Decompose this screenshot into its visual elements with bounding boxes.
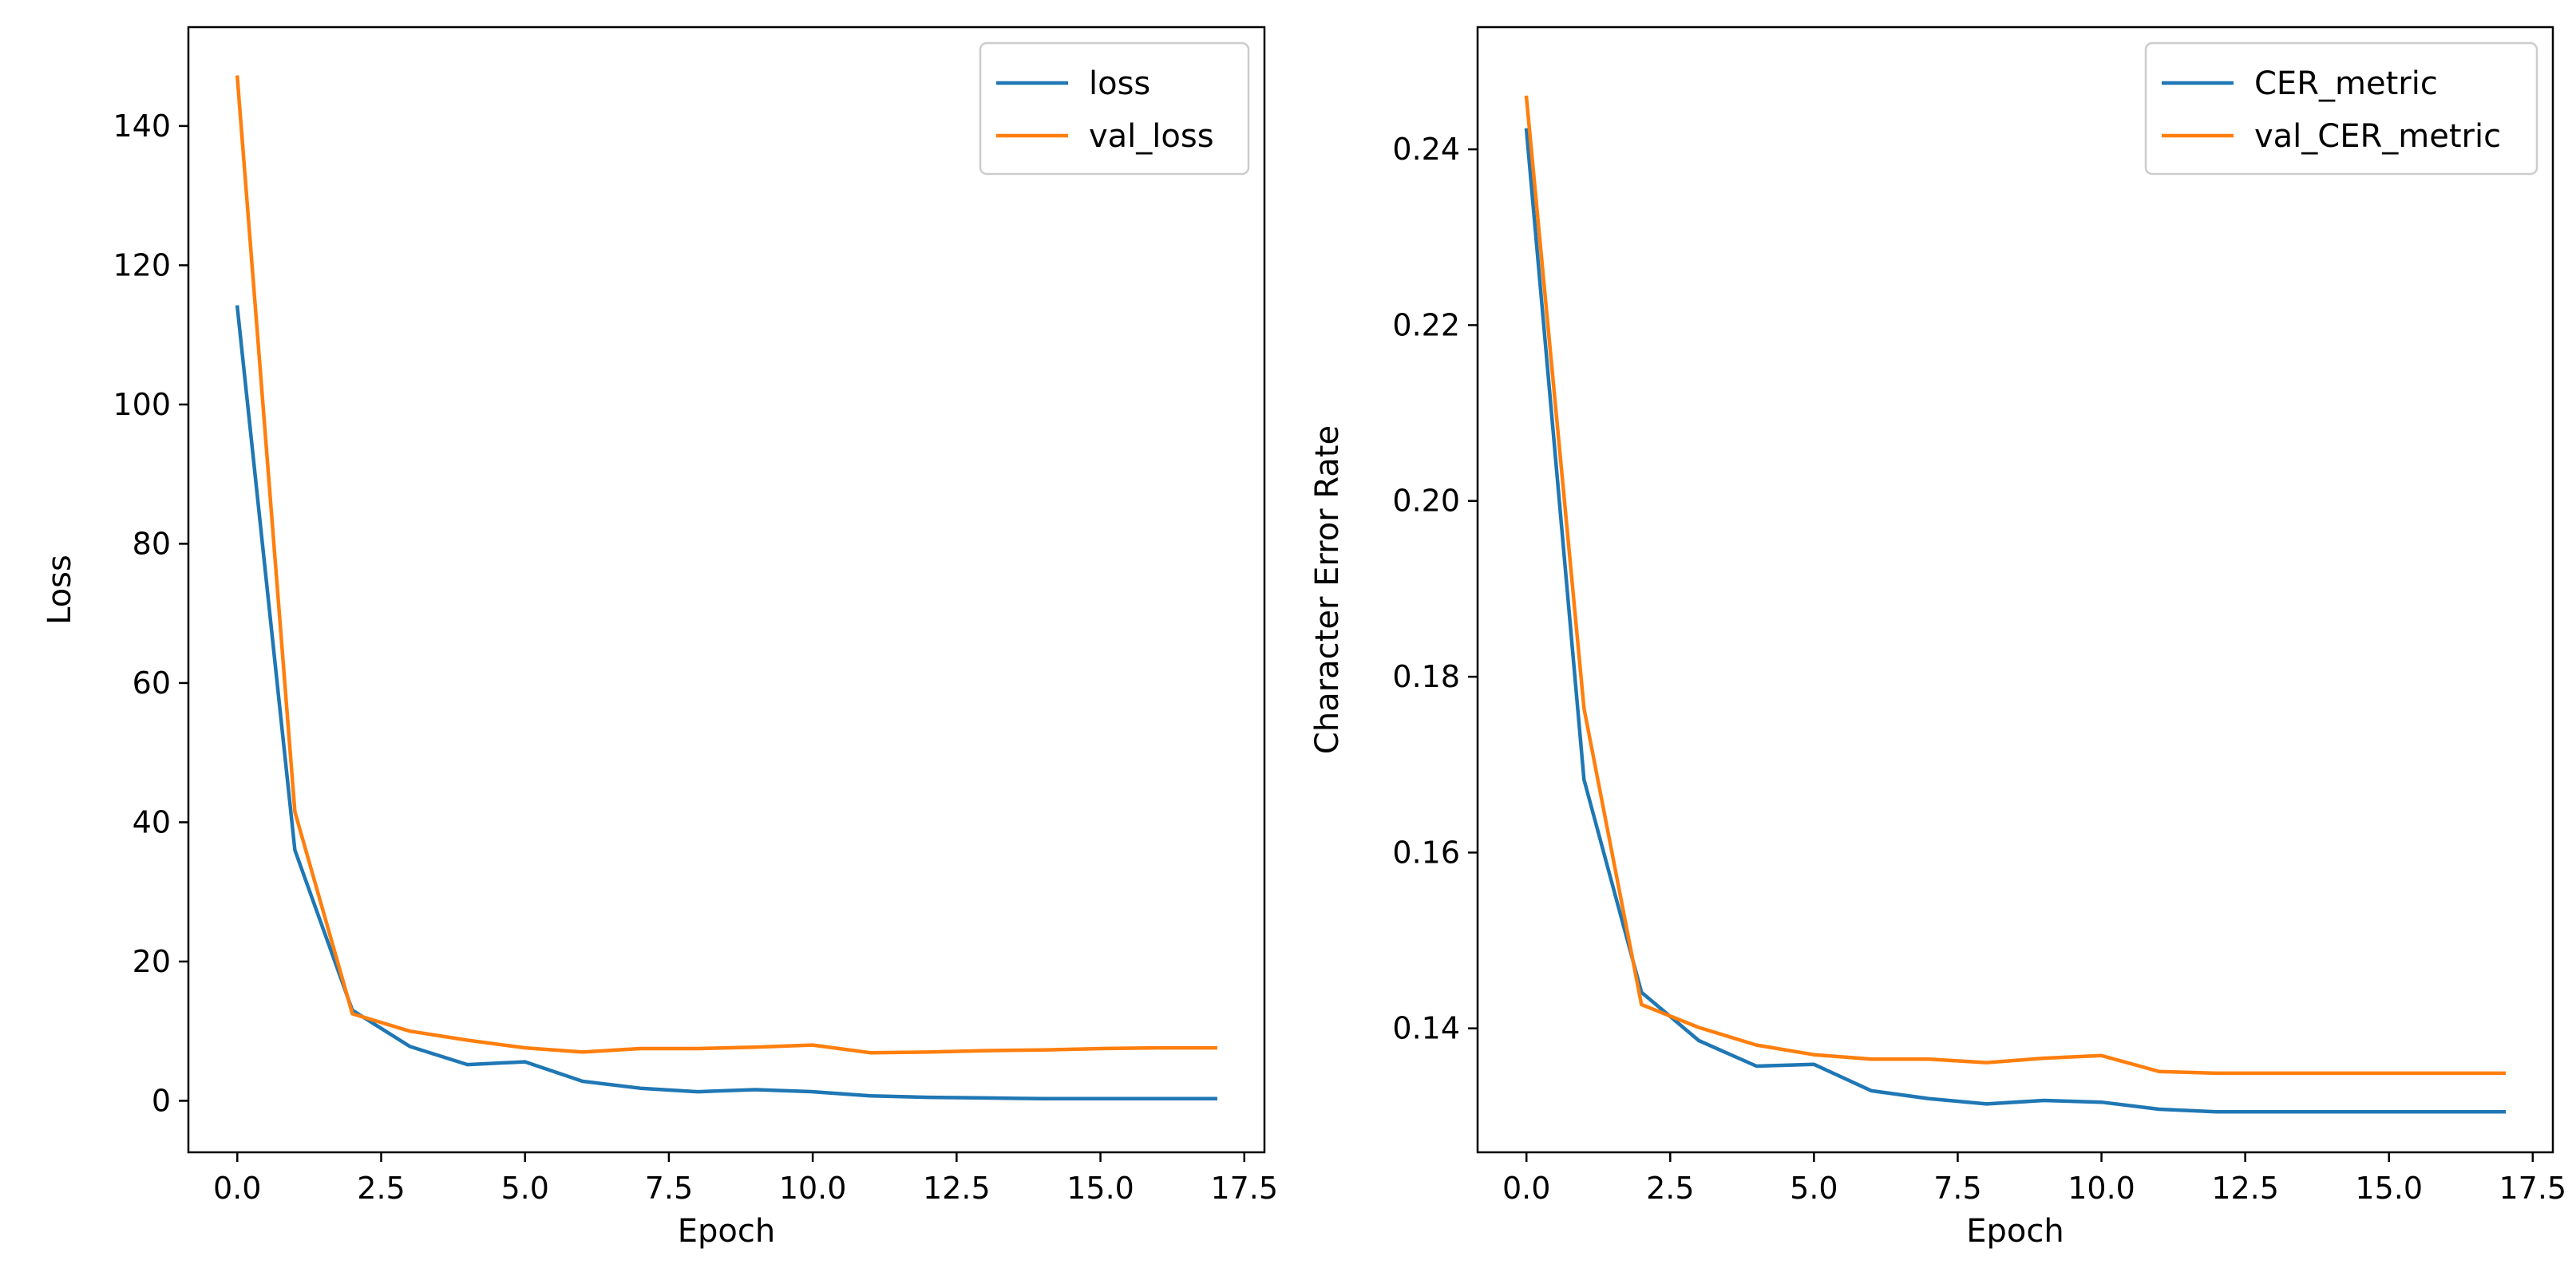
y-tick-label: 0.18 xyxy=(1392,659,1460,694)
x-tick-label: 12.5 xyxy=(2211,1171,2279,1206)
x-tick-label: 15.0 xyxy=(1066,1171,1134,1206)
x-tick-label: 17.5 xyxy=(2499,1171,2566,1206)
y-tick-label: 80 xyxy=(133,526,171,561)
axes-frame xyxy=(1476,26,2554,1154)
x-tick-label: 2.5 xyxy=(357,1171,405,1206)
x-axis-label: Epoch xyxy=(1966,1213,2064,1250)
x-tick-label: 17.5 xyxy=(1210,1171,1278,1206)
legend-box xyxy=(2144,41,2538,176)
y-axis-label: Character Error Rate xyxy=(1309,425,1346,754)
axes-frame xyxy=(187,26,1266,1154)
series-line-loss xyxy=(235,305,1217,1101)
y-tick-label: 40 xyxy=(133,804,171,839)
x-tick-label: 10.0 xyxy=(779,1171,847,1206)
y-tick-label: 0.20 xyxy=(1392,484,1460,519)
y-tick-label: 140 xyxy=(113,109,171,144)
x-tick-label: 0.0 xyxy=(1502,1171,1550,1206)
cer-chart: 0.0 2.5 5.0 7.5 10.0 12.5 15.0 17.5 0.14 0.16 0.18… xyxy=(1309,26,2566,1250)
x-tick-label: 7.5 xyxy=(1933,1171,1981,1206)
x-tick-label: 5.0 xyxy=(501,1171,548,1206)
x-tick-label: 2.5 xyxy=(1646,1171,1694,1206)
series-line-val-CER-metric xyxy=(1524,95,2507,1076)
x-axis-label: Epoch xyxy=(678,1213,775,1250)
x-tick-label: 10.0 xyxy=(2068,1171,2135,1206)
y-tick-label: 0.14 xyxy=(1392,1011,1460,1046)
y-tick-label: 0.22 xyxy=(1392,307,1460,342)
legend: CER_metric val_CER_metric xyxy=(2144,41,2538,176)
x-tick-label: 15.0 xyxy=(2355,1171,2423,1206)
y-axis-label: Loss xyxy=(42,555,78,625)
series-line-CER-metric xyxy=(1524,128,2507,1114)
y-tick-label: 20 xyxy=(133,944,171,979)
y-tick-label: 120 xyxy=(113,247,171,282)
loss-chart: 0.0 2.5 5.0 7.5 10.0 12.5 15.0 17.5 0 20 40 60 80 100… xyxy=(42,26,1278,1250)
legend-label: val_CER_metric xyxy=(2254,118,2501,155)
x-tick-label: 12.5 xyxy=(923,1171,991,1206)
legend-label: val_loss xyxy=(1089,118,1214,155)
y-tick-label: 100 xyxy=(113,387,171,422)
x-tick-label: 0.0 xyxy=(213,1171,261,1206)
legend: loss val_loss xyxy=(979,41,1250,176)
y-tick-label: 60 xyxy=(133,666,171,701)
series-line-val-loss xyxy=(235,75,1217,1055)
legend-label: CER_metric xyxy=(2254,65,2438,102)
y-tick-label: 0.24 xyxy=(1392,132,1460,167)
x-tick-label: 5.0 xyxy=(1790,1171,1838,1206)
legend-label: loss xyxy=(1089,65,1150,102)
y-tick-label: 0.16 xyxy=(1392,835,1460,870)
y-tick-label: 0 xyxy=(152,1083,171,1118)
x-tick-label: 7.5 xyxy=(645,1171,693,1206)
legend-box xyxy=(979,41,1250,176)
